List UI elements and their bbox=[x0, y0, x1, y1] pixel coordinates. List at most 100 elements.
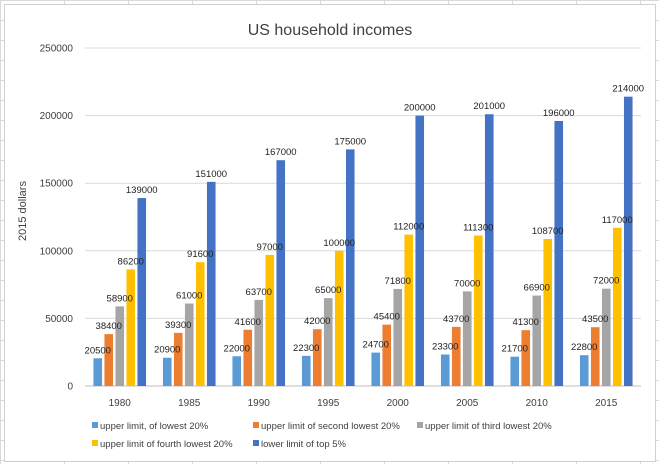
data-label: 22800 bbox=[571, 342, 597, 353]
bar bbox=[451, 326, 461, 386]
bar bbox=[415, 115, 425, 386]
chart-title: US household incomes bbox=[248, 22, 413, 39]
x-tick-label: 1980 bbox=[109, 398, 132, 409]
y-tick-label: 200000 bbox=[40, 111, 74, 122]
bar bbox=[206, 181, 216, 386]
bar bbox=[543, 239, 553, 386]
data-label: 70000 bbox=[454, 278, 480, 289]
bar bbox=[371, 352, 381, 386]
legend: upper limit, of lowest 20% upper limit of… bbox=[92, 421, 552, 450]
data-label: 39300 bbox=[165, 320, 191, 331]
x-tick-label: 2015 bbox=[595, 398, 618, 409]
data-label: 38400 bbox=[96, 321, 122, 332]
bar bbox=[195, 262, 205, 386]
bar bbox=[404, 234, 414, 386]
bar bbox=[473, 235, 483, 386]
bar bbox=[393, 288, 403, 386]
chart: US household incomes 2015 dollars 0 50000… bbox=[17, 22, 645, 450]
bar bbox=[137, 198, 147, 386]
y-axis-label: 2015 dollars bbox=[17, 181, 29, 241]
data-label: 61000 bbox=[176, 291, 202, 302]
x-tick-label: 1995 bbox=[317, 398, 340, 409]
x-axis-ticks: 1980 1985 1990 1995 2000 2005 2010 2015 bbox=[109, 398, 618, 409]
y-tick-label: 50000 bbox=[45, 314, 73, 325]
bar bbox=[93, 358, 103, 386]
data-label: 23300 bbox=[432, 341, 458, 352]
bar bbox=[510, 356, 520, 386]
data-label: 22000 bbox=[224, 343, 250, 354]
bar bbox=[162, 357, 172, 386]
bar bbox=[345, 149, 355, 386]
data-label: 139000 bbox=[126, 185, 158, 196]
bar bbox=[462, 291, 472, 386]
bar bbox=[334, 250, 344, 386]
data-label: 21700 bbox=[502, 344, 528, 355]
data-label: 20900 bbox=[154, 345, 180, 356]
data-label: 24700 bbox=[363, 340, 389, 351]
legend-swatch bbox=[92, 422, 98, 428]
data-label: 100000 bbox=[323, 238, 355, 249]
legend-label: lower limit of top 5% bbox=[261, 439, 347, 450]
bar bbox=[104, 334, 114, 386]
legend-label: upper limit of third lowest 20% bbox=[425, 421, 552, 432]
y-tick-label: 100000 bbox=[40, 246, 74, 257]
data-label: 200000 bbox=[404, 103, 436, 114]
y-tick-label: 150000 bbox=[40, 179, 74, 190]
legend-swatch bbox=[92, 440, 98, 446]
chart-frame[interactable]: US household incomes 2015 dollars 0 50000… bbox=[4, 4, 656, 462]
bar bbox=[382, 324, 392, 386]
bar bbox=[579, 355, 589, 386]
x-tick-label: 1985 bbox=[178, 398, 201, 409]
data-label: 20500 bbox=[85, 345, 111, 356]
bar bbox=[115, 306, 125, 386]
bar bbox=[590, 327, 600, 386]
bar bbox=[623, 96, 633, 386]
data-label: 72000 bbox=[593, 276, 619, 287]
bar bbox=[243, 329, 253, 386]
data-label: 201000 bbox=[473, 101, 505, 112]
data-label: 71800 bbox=[385, 276, 411, 287]
bar bbox=[484, 114, 494, 387]
bar bbox=[184, 303, 194, 386]
bar bbox=[126, 269, 136, 386]
y-tick-label: 250000 bbox=[40, 44, 74, 55]
data-label: 63700 bbox=[246, 287, 272, 298]
data-label: 58900 bbox=[107, 293, 133, 304]
data-label: 196000 bbox=[543, 108, 575, 119]
y-tick-label: 0 bbox=[67, 382, 73, 393]
data-label: 43700 bbox=[443, 314, 469, 325]
x-tick-label: 2010 bbox=[526, 398, 549, 409]
data-label: 214000 bbox=[612, 84, 644, 95]
bars bbox=[93, 96, 633, 387]
bar bbox=[532, 295, 542, 386]
bar bbox=[173, 332, 183, 386]
bar bbox=[276, 160, 286, 386]
data-label: 97000 bbox=[257, 242, 283, 253]
bar bbox=[232, 356, 242, 386]
bar bbox=[323, 298, 333, 386]
bar bbox=[301, 355, 311, 386]
bar bbox=[312, 329, 322, 386]
data-labels: 20500 38400 58900 86200 139000 20900 39300 6100… bbox=[85, 84, 645, 357]
data-label: 41600 bbox=[235, 317, 261, 328]
data-label: 112000 bbox=[393, 222, 424, 233]
bar bbox=[554, 121, 564, 387]
data-label: 175000 bbox=[334, 136, 366, 147]
legend-swatch bbox=[253, 422, 259, 428]
legend-label: upper limit of fourth lowest 20% bbox=[100, 439, 233, 450]
legend-swatch bbox=[253, 440, 259, 446]
data-label: 45400 bbox=[374, 312, 400, 323]
x-tick-label: 2000 bbox=[387, 398, 410, 409]
data-label: 86200 bbox=[118, 256, 144, 267]
data-label: 108700 bbox=[532, 226, 564, 237]
data-label: 22300 bbox=[293, 343, 319, 354]
y-axis-ticks: 0 50000 100000 150000 200000 250000 bbox=[40, 44, 74, 393]
data-label: 167000 bbox=[265, 147, 297, 158]
legend-label: upper limit, of lowest 20% bbox=[100, 421, 209, 432]
bar bbox=[521, 330, 531, 386]
bar bbox=[601, 288, 611, 386]
data-label: 42000 bbox=[304, 316, 330, 327]
legend-swatch bbox=[417, 422, 423, 428]
bar bbox=[612, 227, 622, 386]
data-label: 65000 bbox=[315, 285, 341, 296]
